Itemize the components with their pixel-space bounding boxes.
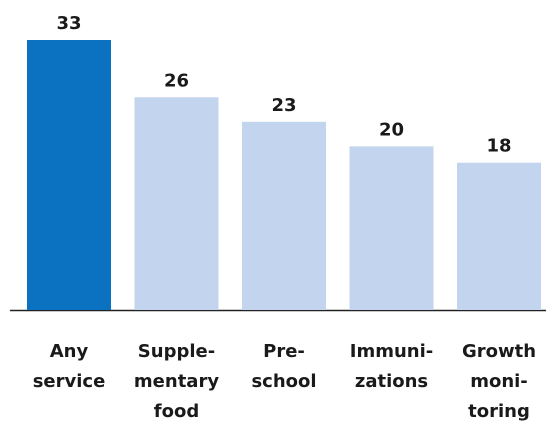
x-tick-label: food [154, 401, 199, 422]
bar [457, 162, 541, 310]
x-tick-label: Supple- [138, 341, 215, 362]
bar [27, 40, 111, 310]
x-tick-label: Any [50, 341, 89, 362]
value-label: 26 [164, 70, 189, 91]
x-tick-label: Growth [462, 341, 536, 362]
x-tick-label: toring [468, 401, 530, 422]
x-tick-label: service [33, 371, 106, 392]
bar [349, 146, 434, 310]
x-tick-label: Immuni- [350, 341, 433, 362]
x-tick-label: mentary [134, 371, 219, 392]
bar [242, 121, 326, 311]
x-tick-label: school [251, 371, 316, 392]
value-label: 33 [56, 13, 81, 34]
bar [134, 97, 219, 310]
x-tick-label: zations [355, 371, 428, 392]
value-label: 23 [271, 95, 296, 116]
x-tick-label: moni- [470, 371, 528, 392]
value-label: 18 [486, 136, 511, 157]
x-tick-label: Pre- [263, 341, 305, 362]
value-label: 20 [379, 119, 404, 140]
